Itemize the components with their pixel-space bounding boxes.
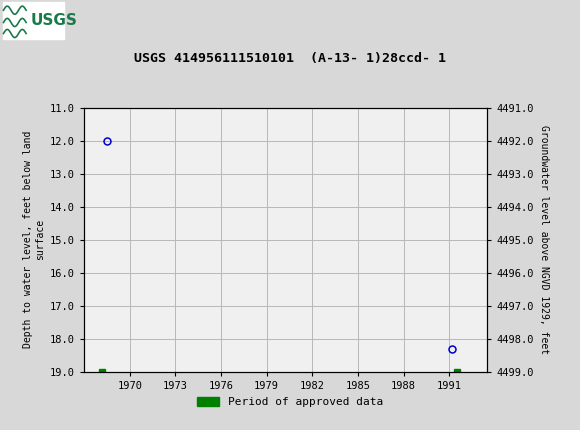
Y-axis label: Groundwater level above NGVD 1929, feet: Groundwater level above NGVD 1929, feet — [539, 125, 549, 354]
Text: USGS: USGS — [30, 13, 77, 28]
Legend: Period of approved data: Period of approved data — [193, 393, 387, 412]
Y-axis label: Depth to water level, feet below land
surface: Depth to water level, feet below land su… — [23, 131, 45, 348]
FancyBboxPatch shape — [3, 2, 64, 39]
Text: USGS 414956111510101  (A-13- 1)28ccd- 1: USGS 414956111510101 (A-13- 1)28ccd- 1 — [134, 52, 446, 65]
